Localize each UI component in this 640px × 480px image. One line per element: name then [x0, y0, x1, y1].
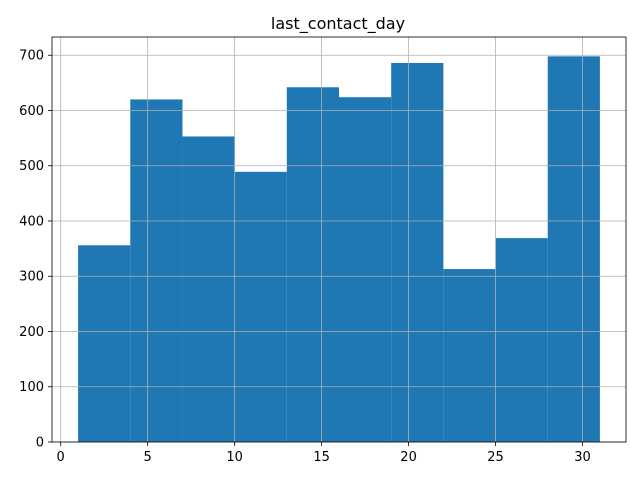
x-tick-label: 20 [400, 450, 417, 465]
bars-layer [78, 56, 600, 443]
axes-layer [51, 36, 627, 443]
y-tick-label: 300 [19, 270, 44, 285]
chart-title: last_contact_day [271, 14, 405, 34]
y-tick-label: 700 [19, 49, 44, 64]
histogram-bar [234, 171, 287, 442]
y-tick-label: 200 [19, 325, 44, 340]
x-tick-label: 15 [313, 450, 330, 465]
grid-layer [52, 37, 626, 443]
histogram-bar [182, 136, 235, 443]
x-tick-label: 10 [226, 450, 243, 465]
x-tick-label: 30 [574, 450, 591, 465]
histogram-bar [495, 238, 548, 442]
x-tick-label: 0 [57, 450, 65, 465]
histogram-bar [130, 99, 183, 443]
histogram-bar [443, 269, 496, 442]
y-tick-label: 500 [19, 159, 44, 174]
histogram-bar [391, 62, 444, 442]
x-tick-label: 25 [487, 450, 504, 465]
x-tick-label: 5 [144, 450, 152, 465]
histogram-bar [339, 97, 392, 443]
histogram-bar [78, 245, 131, 442]
y-tick-label: 400 [19, 214, 44, 229]
y-tick-label: 600 [19, 104, 44, 119]
plot-frame [51, 36, 627, 443]
histogram-bar [547, 56, 600, 442]
histogram-bar [286, 87, 339, 443]
y-tick-label: 0 [36, 436, 44, 451]
y-tick-label: 100 [19, 380, 44, 395]
